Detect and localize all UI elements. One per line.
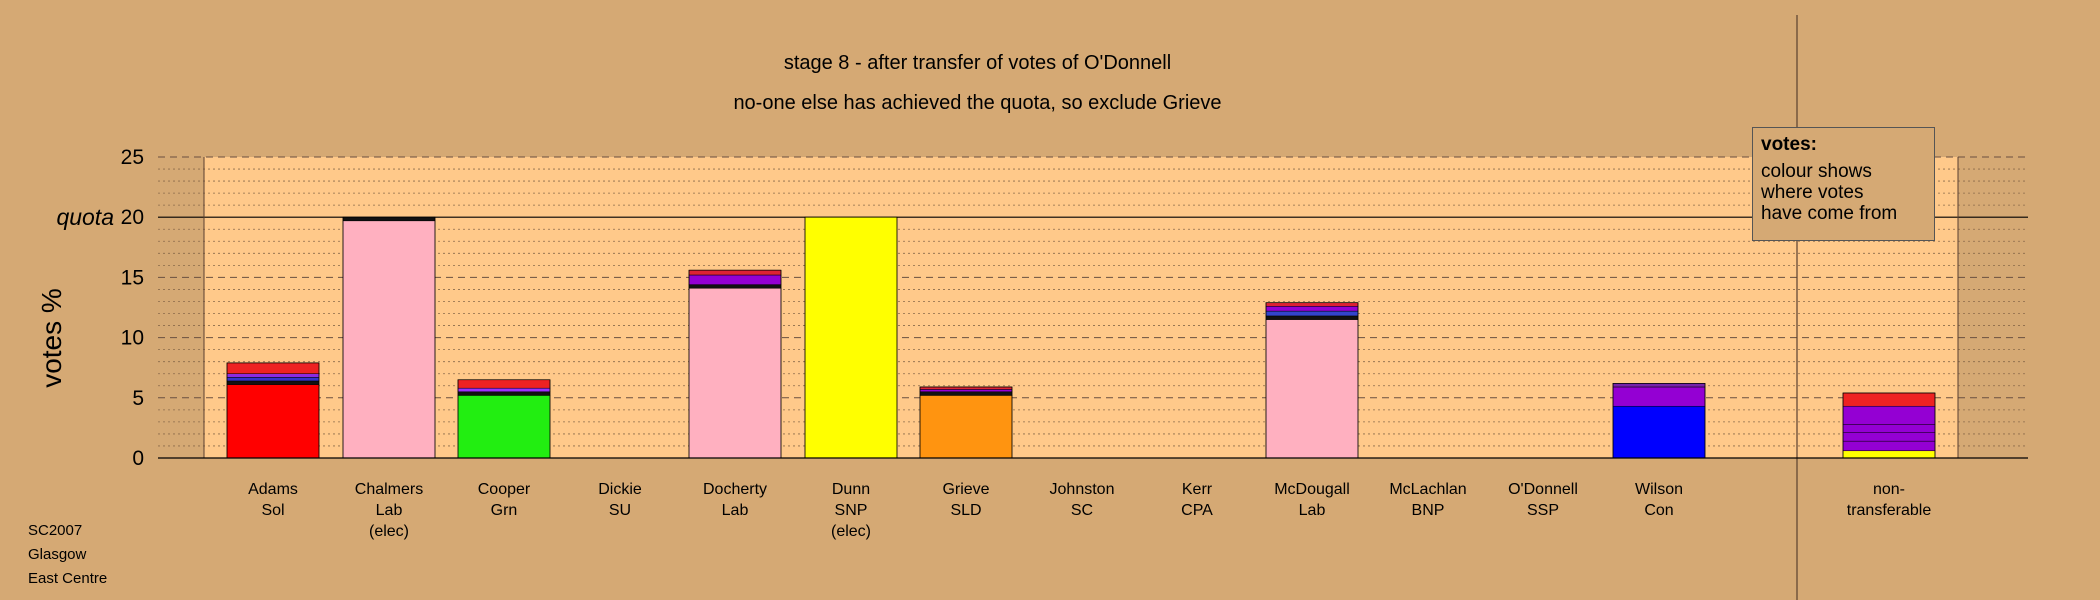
plot-margin-left [158,157,204,458]
bar-segment [688,287,782,459]
legend-box: votes: colour shows where votes have com… [1752,127,1935,241]
bar-segment [1612,405,1706,459]
y-tick-label: 25 [121,146,144,169]
chart-subtitle: no-one else has achieved the quota, so e… [733,92,1222,114]
x-tick-label: BNP [1412,502,1445,519]
bar-segment [688,269,782,276]
x-tick-label: (elec) [369,523,409,540]
bar-segment [457,395,551,459]
y-tick-label: 10 [121,327,144,350]
bar-segment [226,377,320,382]
bar-segment [226,362,320,374]
x-tick-label: (elec) [831,523,871,540]
x-tick-label: Cooper [478,481,531,498]
bar-segment [804,216,898,459]
x-tick-label: SC [1071,502,1093,519]
footer-ward: East Centre [28,570,108,587]
bar-segment [919,391,1013,396]
bar-segment [919,389,1013,393]
x-tick-label: Kerr [1182,481,1213,498]
x-tick-label: SSP [1527,502,1559,519]
x-tick-label: Lab [1299,502,1326,519]
bar-segment [1265,315,1359,320]
x-tick-label: non- [1873,481,1905,498]
bar-segment [688,284,782,289]
x-tick-label: CPA [1181,502,1213,519]
x-tick-label: McLachlan [1389,481,1466,498]
quota-label: quota [56,204,114,230]
bar-segment [1612,386,1706,407]
footer-election: SC2007 [28,522,83,539]
x-tick-label: Con [1644,502,1673,519]
chart-title: stage 8 - after transfer of votes of O'D… [783,52,1172,74]
bar-segment [1265,302,1359,307]
bar-segment [457,387,551,393]
bar-segment [342,220,436,459]
x-tick-label: Lab [376,502,403,519]
bar-segment [1612,383,1706,388]
bar-segment [226,380,320,385]
x-tick-label: Grieve [942,481,989,498]
legend-line: where votes [1761,182,1864,203]
bar-segment [1842,424,1936,433]
x-tick-label: SNP [835,502,868,519]
x-tick-label: Chalmers [355,481,423,498]
y-axis-label: votes % [36,288,67,388]
x-tick-label: transferable [1847,502,1932,519]
bar-segment [1842,450,1936,459]
y-tick-label: 20 [121,206,144,229]
bar-segment [1842,432,1936,442]
y-tick-label: 0 [132,447,144,470]
x-tick-label: McDougall [1274,481,1350,498]
x-tick-label: Dunn [832,481,870,498]
x-tick-label: SLD [950,502,981,519]
bar-segment [342,216,436,222]
legend-title: votes: [1761,134,1817,155]
x-tick-label: O'Donnell [1508,481,1578,498]
x-tick-label: Wilson [1635,481,1683,498]
bar-segment [226,384,320,459]
bar-segment [457,391,551,396]
y-tick-label: 15 [121,266,144,289]
x-tick-label: Sol [261,502,284,519]
x-tick-label: Docherty [703,481,767,498]
legend-line: colour shows [1761,161,1872,182]
plot-margin-right [1958,157,2028,458]
x-tick-label: Johnston [1050,481,1115,498]
x-tick-label: Dickie [598,481,642,498]
bar-segment [688,274,782,285]
x-tick-label: SU [609,502,631,519]
footer-city: Glasgow [28,546,87,563]
bar-segment [1842,392,1936,407]
legend-line: have come from [1761,203,1898,224]
bar-segment [226,373,320,378]
y-tick-label: 5 [132,387,144,410]
bar-segment [457,379,551,389]
bar-segment [919,395,1013,459]
x-tick-label: Lab [722,502,749,519]
bar-segment [919,386,1013,390]
bar-segment [1265,306,1359,312]
bar-segment [1265,310,1359,317]
bar-segment [1842,440,1936,452]
x-tick-label: Adams [248,481,298,498]
bar-segment [1265,319,1359,459]
bar-segment [1842,405,1936,425]
x-tick-label: Grn [491,502,518,519]
